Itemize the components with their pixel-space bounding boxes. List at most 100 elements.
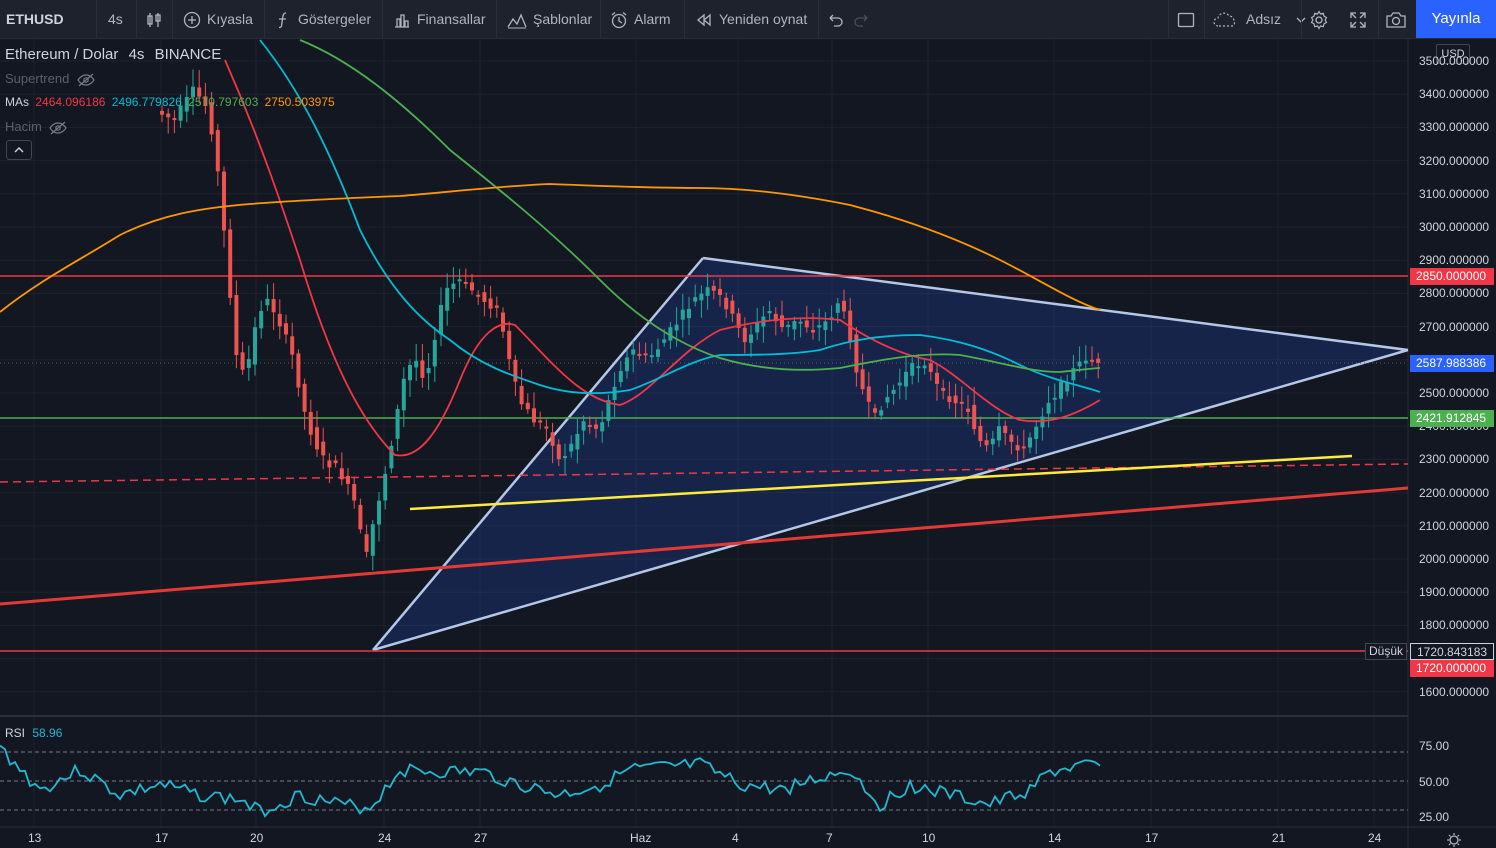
- collapse-legend-button[interactable]: [6, 140, 32, 160]
- symbol-search[interactable]: ETHUSD: [6, 11, 64, 27]
- candle-body: [649, 355, 654, 358]
- ma-red-line: [224, 59, 1101, 457]
- date-tick-label: 21: [1272, 831, 1286, 845]
- resistance-price-tag: 2850.000000: [1410, 268, 1494, 285]
- candle-body: [842, 300, 846, 312]
- price-tick-label: 3000.000000: [1419, 220, 1490, 234]
- candle-body: [364, 534, 369, 552]
- candle-body: [315, 427, 319, 450]
- rsi-tick-25: 25.00: [1419, 810, 1450, 824]
- candle-body: [736, 313, 741, 328]
- screenshot-button[interactable]: [1385, 0, 1407, 38]
- function-icon: [278, 12, 287, 29]
- candle-body: [457, 279, 462, 282]
- candle-body: [1096, 358, 1101, 363]
- eye-crossed-icon[interactable]: [49, 121, 68, 135]
- layout-name-button[interactable]: Adsız: [1212, 0, 1307, 38]
- candle-body: [302, 383, 307, 412]
- chevron-down-icon: [1296, 17, 1306, 24]
- replay-button[interactable]: Yeniden oynat: [695, 0, 807, 38]
- date-tick-label: 17: [155, 831, 169, 845]
- candle-body: [439, 304, 443, 335]
- candle-body: [197, 87, 202, 97]
- fullscreen-button[interactable]: [1349, 0, 1367, 38]
- triangle-left-side[interactable]: [372, 257, 704, 651]
- rsi-line: [0, 744, 1101, 818]
- candle-body: [1046, 402, 1051, 414]
- financials-button[interactable]: Finansallar: [393, 0, 485, 38]
- indicators-button[interactable]: Göstergeler: [274, 0, 371, 38]
- candle-body: [804, 320, 809, 328]
- candle-body: [811, 329, 815, 333]
- candle-body: [1083, 360, 1088, 364]
- candle-body: [631, 349, 636, 355]
- candle-body: [1059, 381, 1063, 399]
- candle-body: [581, 421, 586, 431]
- triangle-pattern[interactable]: [373, 258, 1408, 650]
- candle-body: [780, 315, 784, 328]
- candle-body: [1065, 382, 1070, 392]
- rsi-legend[interactable]: RSI 58.96: [5, 726, 62, 740]
- candle-body: [550, 432, 555, 446]
- redo-button[interactable]: [853, 0, 871, 38]
- volume-legend[interactable]: Hacim: [5, 119, 68, 135]
- separator: [136, 0, 137, 38]
- templates-button[interactable]: Şablonlar: [507, 0, 592, 38]
- chart-type-button[interactable]: [145, 0, 169, 38]
- candle-body: [587, 425, 592, 428]
- supertrend-legend[interactable]: Supertrend: [5, 71, 95, 87]
- date-tick-label: 13: [28, 831, 42, 845]
- candle-body: [178, 105, 183, 121]
- candle-body: [377, 500, 381, 525]
- chevron-up-icon: [14, 147, 24, 153]
- fullscreen-layout-button[interactable]: [1177, 0, 1195, 38]
- volume-label: Hacim: [5, 119, 42, 134]
- candle-body: [1052, 397, 1057, 400]
- candlestick-series: [160, 69, 1101, 571]
- candle-body: [538, 420, 543, 423]
- symbol-legend: Ethereum / Dolar 4s BINANCE: [5, 46, 221, 63]
- ma2-value: 2496.779826: [111, 95, 182, 109]
- candle-body: [333, 460, 338, 464]
- candle-body: [544, 426, 549, 429]
- interval-button[interactable]: 4s: [108, 11, 123, 27]
- separator: [264, 0, 265, 38]
- candle-body: [966, 408, 970, 412]
- candle-body: [482, 292, 487, 302]
- candle-body: [321, 441, 326, 456]
- low-label-tag: Düşük: [1365, 643, 1407, 660]
- candle-body: [513, 359, 518, 382]
- price-tick-label: 3200.000000: [1419, 153, 1490, 168]
- separator: [382, 0, 383, 38]
- separator: [684, 0, 685, 38]
- undo-button[interactable]: [826, 0, 844, 38]
- publish-button[interactable]: Yayınla: [1416, 0, 1496, 38]
- candle-body: [1090, 359, 1094, 362]
- mas-legend[interactable]: MAs 2464.096186 2496.779826 2570.797603 …: [5, 95, 335, 109]
- candle-body: [476, 294, 481, 297]
- candle-body: [234, 295, 239, 356]
- candle-body: [711, 285, 716, 291]
- separator: [496, 0, 497, 38]
- candle-body: [228, 229, 233, 298]
- currency-badge[interactable]: USD: [1436, 44, 1470, 64]
- compare-button[interactable]: Kıyasla: [183, 0, 253, 38]
- candle-body: [984, 440, 989, 446]
- timezone-settings-icon[interactable]: [1446, 832, 1462, 848]
- candle-body: [507, 330, 512, 360]
- candle-body: [786, 324, 791, 327]
- candle-body: [749, 334, 753, 343]
- alert-button[interactable]: Alarm: [610, 0, 671, 38]
- triangle-bottom-side[interactable]: [372, 348, 1409, 652]
- candle-body: [259, 310, 264, 329]
- eye-crossed-icon[interactable]: [77, 73, 95, 87]
- candle-body: [352, 484, 357, 501]
- plus-circle-icon: [183, 12, 201, 29]
- candle-body: [172, 118, 177, 121]
- yellow-trendline[interactable]: [409, 454, 1353, 511]
- settings-button[interactable]: [1309, 0, 1329, 38]
- red-long-trendline[interactable]: [0, 486, 1409, 606]
- ma-cyan-line: [259, 39, 1101, 395]
- triangle-top-side[interactable]: [702, 256, 1409, 352]
